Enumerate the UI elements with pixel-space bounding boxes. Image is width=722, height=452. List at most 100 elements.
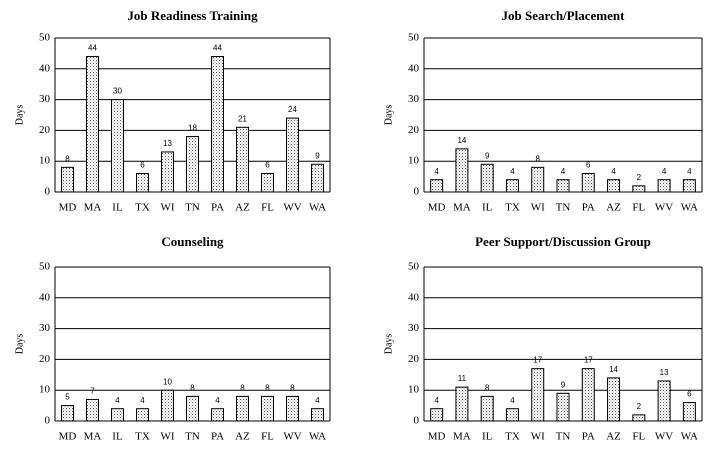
x-tick-label: IL [112, 431, 123, 443]
bar [211, 408, 224, 422]
x-tick-label: IL [112, 202, 123, 214]
y-axis-label: Days [383, 105, 394, 126]
bar [657, 380, 671, 422]
value-label: 14 [457, 136, 466, 145]
value-label: 8 [265, 383, 270, 392]
bar [136, 408, 149, 422]
x-tick-label: WA [309, 431, 326, 443]
value-label: 7 [90, 387, 95, 396]
bar [286, 117, 299, 193]
value-label: 5 [65, 393, 70, 402]
y-tick-label: 40 [408, 62, 420, 74]
bar [61, 166, 74, 193]
y-tick-label: 20 [408, 353, 420, 365]
y-tick-label: 20 [39, 353, 51, 365]
y-tick-label: 40 [39, 291, 51, 303]
value-label: 8 [240, 383, 245, 392]
y-tick-label: 10 [39, 384, 51, 396]
bar [286, 395, 299, 422]
bar [682, 179, 696, 193]
bar [581, 368, 595, 422]
value-label: 6 [265, 161, 270, 170]
x-tick-label: TN [185, 202, 200, 214]
bar [136, 173, 149, 193]
y-tick-label: 50 [39, 32, 51, 44]
value-label: 44 [88, 44, 97, 53]
x-tick-label: AZ [606, 431, 621, 443]
x-tick-label: WV [283, 202, 301, 214]
x-tick-label: TX [135, 431, 150, 443]
x-tick-label: IL [482, 202, 493, 214]
x-tick-label: MD [59, 431, 77, 443]
value-label: 2 [637, 402, 642, 411]
y-tick-label: 0 [414, 415, 420, 427]
value-label: 4 [510, 396, 515, 405]
x-tick-label: WV [655, 431, 673, 443]
value-label: 8 [485, 383, 490, 392]
y-tick-label: 20 [408, 124, 420, 136]
chart-title: Counseling [161, 234, 224, 249]
bar [186, 136, 199, 193]
bar [531, 166, 545, 193]
value-label: 8 [536, 154, 541, 163]
value-label: 6 [586, 161, 591, 170]
bar [455, 148, 469, 193]
bar [531, 368, 545, 422]
x-tick-label: WI [531, 431, 545, 443]
value-label: 4 [561, 167, 566, 176]
bar [186, 395, 199, 422]
y-tick-label: 10 [39, 155, 51, 167]
chart-title: Peer Support/Discussion Group [475, 234, 651, 249]
bar [86, 398, 99, 422]
y-tick-label: 10 [408, 384, 420, 396]
value-label: 8 [190, 383, 195, 392]
x-tick-label: TX [505, 202, 520, 214]
x-tick-label: WV [283, 431, 301, 443]
x-tick-label: TN [185, 431, 200, 443]
value-label: 17 [584, 356, 593, 365]
value-label: 9 [315, 151, 320, 160]
y-tick-label: 10 [408, 155, 420, 167]
value-label: 4 [662, 167, 667, 176]
x-tick-label: WI [160, 431, 174, 443]
y-axis-label: Days [383, 334, 394, 355]
x-tick-label: TX [135, 202, 150, 214]
value-label: 13 [660, 368, 669, 377]
y-tick-label: 50 [408, 261, 420, 273]
bar [430, 179, 444, 193]
x-tick-label: WA [309, 202, 326, 214]
bar [505, 179, 519, 193]
x-tick-label: IL [482, 431, 493, 443]
y-tick-label: 50 [39, 261, 51, 273]
x-tick-label: WI [531, 202, 545, 214]
bar [211, 55, 224, 193]
y-tick-label: 40 [39, 62, 51, 74]
bar [261, 173, 274, 193]
value-label: 8 [65, 154, 70, 163]
value-label: 6 [687, 390, 692, 399]
chart-title: Job Search/Placement [502, 8, 626, 23]
bar [311, 163, 324, 193]
x-tick-label: WI [160, 202, 174, 214]
value-label: 4 [115, 396, 120, 405]
y-axis-label: Days [14, 105, 25, 126]
bar [86, 55, 99, 193]
bar [632, 185, 646, 193]
value-label: 17 [533, 356, 542, 365]
y-tick-label: 30 [39, 322, 51, 334]
value-label: 4 [315, 396, 320, 405]
x-tick-label: AZ [606, 202, 621, 214]
x-tick-label: MA [453, 202, 471, 214]
bar [161, 389, 174, 422]
x-tick-label: TX [505, 431, 520, 443]
value-label: 4 [140, 396, 145, 405]
x-tick-label: FL [632, 202, 645, 214]
bar [607, 377, 621, 422]
value-label: 9 [485, 151, 490, 160]
bar [61, 405, 74, 422]
y-tick-label: 30 [39, 93, 51, 105]
y-tick-label: 0 [414, 186, 420, 198]
x-tick-label: PA [582, 431, 595, 443]
chart-title: Job Readiness Training [127, 8, 258, 23]
